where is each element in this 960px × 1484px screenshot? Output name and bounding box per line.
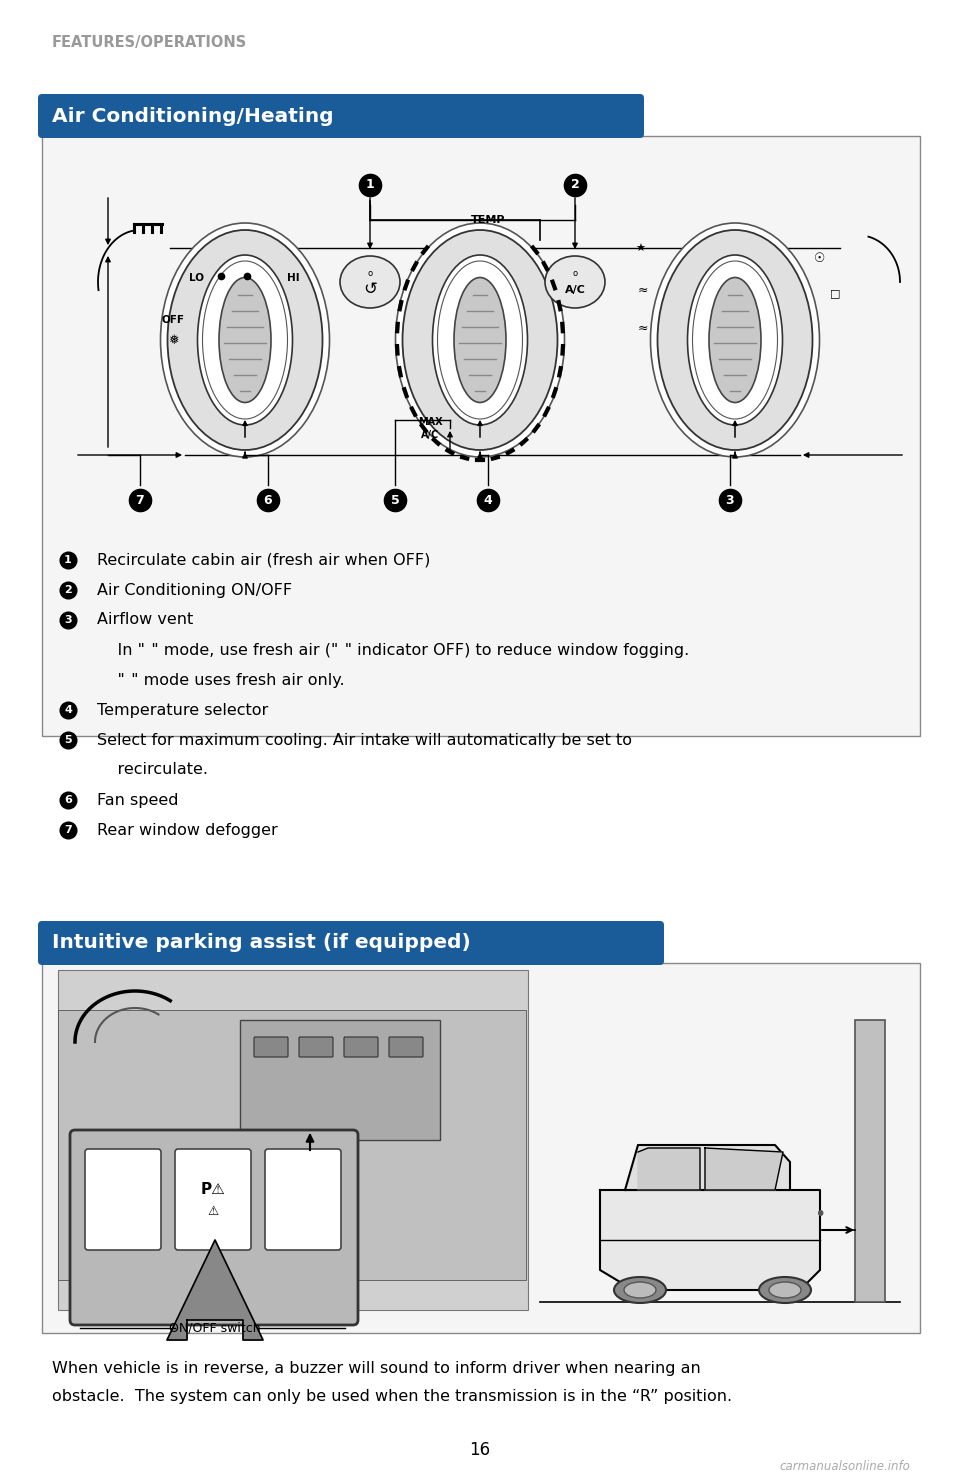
- Bar: [58, 971, 528, 1310]
- Text: Recirculate cabin air (fresh air when OFF): Recirculate cabin air (fresh air when OF…: [97, 552, 430, 567]
- Ellipse shape: [203, 261, 287, 418]
- Bar: [855, 1020, 885, 1301]
- Text: "  " mode uses fresh air only.: " " mode uses fresh air only.: [97, 672, 345, 687]
- Text: 5: 5: [391, 494, 399, 506]
- Text: 5: 5: [64, 735, 72, 745]
- Text: Fan speed: Fan speed: [97, 792, 179, 807]
- Text: ≈: ≈: [637, 322, 648, 335]
- Text: 6: 6: [264, 494, 273, 506]
- Text: Rear window defogger: Rear window defogger: [97, 822, 277, 837]
- Polygon shape: [625, 1146, 790, 1190]
- FancyBboxPatch shape: [70, 1129, 358, 1325]
- Text: obstacle.  The system can only be used when the transmission is in the “R” posit: obstacle. The system can only be used wh…: [52, 1389, 732, 1404]
- Text: Intuitive parking assist (if equipped): Intuitive parking assist (if equipped): [52, 933, 470, 953]
- Text: Airflow vent: Airflow vent: [97, 613, 193, 628]
- FancyBboxPatch shape: [38, 922, 664, 965]
- Text: OFF: OFF: [161, 315, 184, 325]
- Ellipse shape: [340, 257, 400, 309]
- Text: Air Conditioning ON/OFF: Air Conditioning ON/OFF: [97, 583, 292, 598]
- Text: 16: 16: [469, 1441, 491, 1459]
- Text: A/C: A/C: [564, 285, 586, 295]
- Text: Temperature selector: Temperature selector: [97, 702, 268, 717]
- Ellipse shape: [433, 255, 527, 424]
- Text: In "  " mode, use fresh air ("  " indicator OFF) to reduce window fogging.: In " " mode, use fresh air (" " indicato…: [97, 643, 689, 657]
- Text: 3: 3: [726, 494, 734, 506]
- FancyBboxPatch shape: [265, 1149, 341, 1250]
- Text: When vehicle is in reverse, a buzzer will sound to inform driver when nearing an: When vehicle is in reverse, a buzzer wil…: [52, 1361, 701, 1376]
- FancyBboxPatch shape: [299, 1037, 333, 1057]
- Polygon shape: [638, 1149, 700, 1190]
- Text: 2: 2: [570, 178, 580, 191]
- Polygon shape: [167, 1241, 263, 1340]
- Text: 1: 1: [64, 555, 72, 565]
- Bar: [240, 1020, 440, 1140]
- FancyBboxPatch shape: [38, 93, 644, 138]
- Text: P⚠: P⚠: [201, 1181, 226, 1198]
- Text: 3: 3: [64, 614, 72, 625]
- Text: ❅: ❅: [168, 334, 179, 346]
- Ellipse shape: [402, 230, 558, 450]
- Ellipse shape: [198, 255, 293, 424]
- Bar: [42, 963, 920, 1333]
- Text: 1: 1: [366, 178, 374, 191]
- FancyBboxPatch shape: [389, 1037, 423, 1057]
- Text: o: o: [572, 270, 578, 279]
- Text: ↺: ↺: [363, 280, 377, 298]
- Ellipse shape: [438, 261, 522, 418]
- Text: HI: HI: [287, 273, 300, 283]
- Text: ON/OFF switch: ON/OFF switch: [169, 1321, 261, 1334]
- Ellipse shape: [614, 1278, 666, 1303]
- Ellipse shape: [167, 230, 323, 450]
- Text: MAX: MAX: [418, 417, 443, 427]
- Polygon shape: [600, 1190, 820, 1290]
- Ellipse shape: [687, 255, 782, 424]
- Ellipse shape: [545, 257, 605, 309]
- Ellipse shape: [624, 1282, 656, 1298]
- Text: 4: 4: [64, 705, 72, 715]
- FancyBboxPatch shape: [85, 1149, 161, 1250]
- Text: □: □: [829, 288, 840, 298]
- Text: 6: 6: [64, 795, 72, 804]
- Text: ≈: ≈: [637, 283, 648, 297]
- FancyBboxPatch shape: [254, 1037, 288, 1057]
- Text: recirculate.: recirculate.: [97, 763, 208, 778]
- Ellipse shape: [709, 278, 761, 402]
- Text: 4: 4: [484, 494, 492, 506]
- Text: 2: 2: [64, 585, 72, 595]
- Text: Air Conditioning/Heating: Air Conditioning/Heating: [52, 107, 334, 126]
- Text: carmanualsonline.info: carmanualsonline.info: [780, 1460, 910, 1474]
- FancyBboxPatch shape: [344, 1037, 378, 1057]
- Ellipse shape: [219, 278, 271, 402]
- Ellipse shape: [769, 1282, 801, 1298]
- Text: ☉: ☉: [814, 252, 826, 266]
- Text: TEMP: TEMP: [470, 215, 505, 226]
- Ellipse shape: [658, 230, 812, 450]
- Ellipse shape: [160, 223, 329, 457]
- Text: ★: ★: [635, 243, 645, 254]
- Ellipse shape: [454, 278, 506, 402]
- Text: Select for maximum cooling. Air intake will automatically be set to: Select for maximum cooling. Air intake w…: [97, 733, 632, 748]
- Text: ⚠: ⚠: [207, 1205, 219, 1218]
- Ellipse shape: [759, 1278, 811, 1303]
- Text: FEATURES/OPERATIONS: FEATURES/OPERATIONS: [52, 34, 248, 49]
- Text: LO: LO: [189, 273, 204, 283]
- Polygon shape: [705, 1149, 783, 1190]
- Text: 7: 7: [135, 494, 144, 506]
- Ellipse shape: [396, 223, 564, 457]
- Ellipse shape: [651, 223, 820, 457]
- FancyBboxPatch shape: [175, 1149, 251, 1250]
- Text: A/C: A/C: [420, 430, 439, 439]
- Text: •: •: [814, 1205, 826, 1224]
- Text: o: o: [368, 270, 372, 279]
- Bar: [58, 1011, 526, 1281]
- Bar: [42, 137, 920, 736]
- Text: 7: 7: [64, 825, 72, 835]
- Ellipse shape: [692, 261, 778, 418]
